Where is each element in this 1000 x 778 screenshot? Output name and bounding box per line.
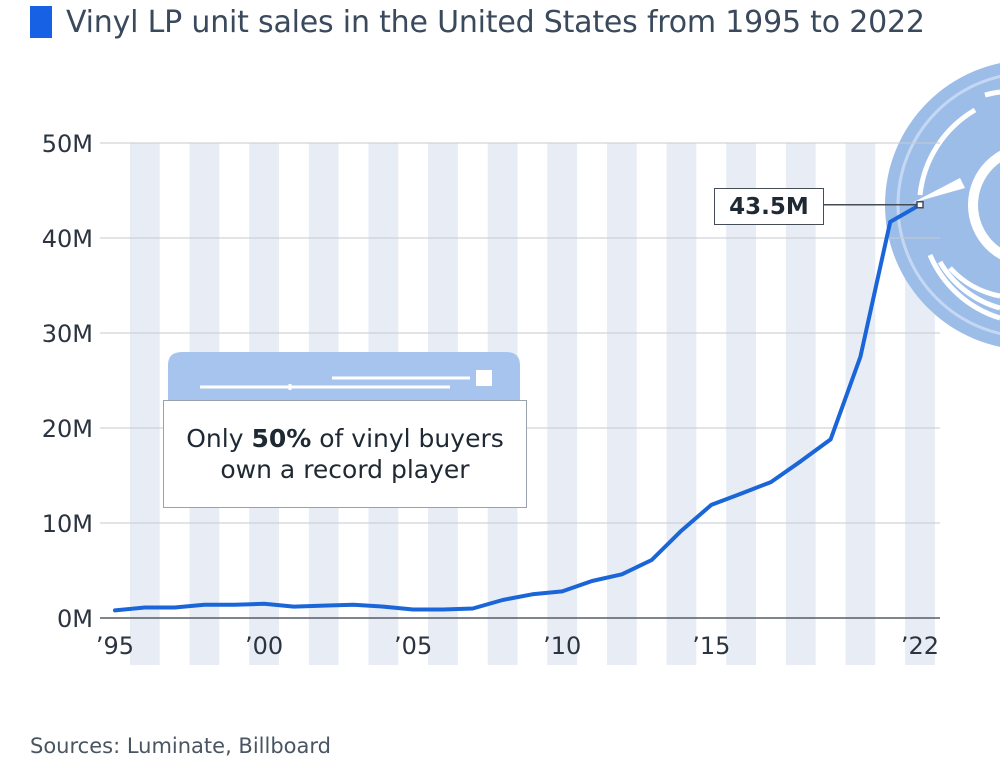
value-label-marker: [916, 201, 924, 209]
data-point: [173, 606, 177, 610]
data-point: [262, 602, 266, 606]
data-point: [590, 579, 594, 583]
column-stripe: [547, 143, 578, 665]
column-stripe: [845, 143, 876, 665]
x-tick-label: ’15: [692, 632, 730, 660]
callout-highlight: 50%: [251, 424, 312, 453]
data-point: [799, 459, 803, 463]
title-marker: [30, 6, 52, 38]
y-tick-label: 40M: [42, 225, 93, 253]
callout-suffix: of vinyl buyers: [311, 424, 504, 453]
data-point: [650, 558, 654, 562]
callout-box: Only 50% of vinyl buyers own a record pl…: [163, 400, 527, 508]
x-tick-label: ’10: [543, 632, 581, 660]
record-player-illustration: [168, 352, 520, 402]
data-point: [352, 603, 356, 607]
data-point: [501, 598, 505, 602]
column-stripe: [785, 143, 816, 665]
column-stripe: [606, 143, 637, 665]
y-tick-label: 20M: [42, 415, 93, 443]
x-tick-label: ’00: [245, 632, 283, 660]
x-axis-tick-labels: ’95 ’00 ’05 ’10 ’15 ’22: [96, 632, 939, 660]
callout-line-1: Only 50% of vinyl buyers: [186, 423, 504, 454]
data-point: [769, 480, 773, 484]
x-tick-label: ’22: [901, 632, 939, 660]
data-point: [113, 608, 117, 612]
data-point: [709, 503, 713, 507]
column-stripe: [666, 143, 697, 665]
y-tick-label: 30M: [42, 320, 93, 348]
x-tick-label: ’05: [394, 632, 432, 660]
data-point: [441, 607, 445, 611]
callout-line-2: own a record player: [220, 455, 470, 484]
data-point: [829, 437, 833, 441]
y-axis-tick-labels: 0M 10M 20M 30M 40M 50M: [42, 130, 93, 633]
column-stripe: [129, 143, 160, 665]
chart-title: Vinyl LP unit sales in the United States…: [66, 4, 925, 40]
source-note: Sources: Luminate, Billboard: [30, 734, 331, 758]
x-tick-label: ’95: [96, 632, 134, 660]
data-point: [560, 589, 564, 593]
last-value-label: 43.5M: [714, 188, 824, 225]
data-point: [739, 492, 743, 496]
series-line: [113, 202, 922, 613]
y-tick-label: 50M: [42, 130, 93, 158]
y-tick-label: 0M: [57, 605, 93, 633]
y-tick-label: 10M: [42, 510, 93, 538]
data-point: [381, 605, 385, 609]
data-point: [202, 603, 206, 607]
data-point: [858, 355, 862, 359]
data-point: [888, 220, 892, 224]
callout-prefix: Only: [186, 424, 252, 453]
data-point: [143, 606, 147, 610]
data-point: [292, 605, 296, 609]
data-point: [471, 607, 475, 611]
data-point: [322, 604, 326, 608]
vinyl-record-illustration: [885, 63, 1000, 347]
data-point: [232, 603, 236, 607]
data-point: [620, 572, 624, 576]
data-point: [411, 607, 415, 611]
data-point: [530, 592, 534, 596]
column-stripe: [726, 143, 757, 665]
data-point: [679, 529, 683, 533]
chart-title-bar: Vinyl LP unit sales in the United States…: [30, 2, 925, 42]
